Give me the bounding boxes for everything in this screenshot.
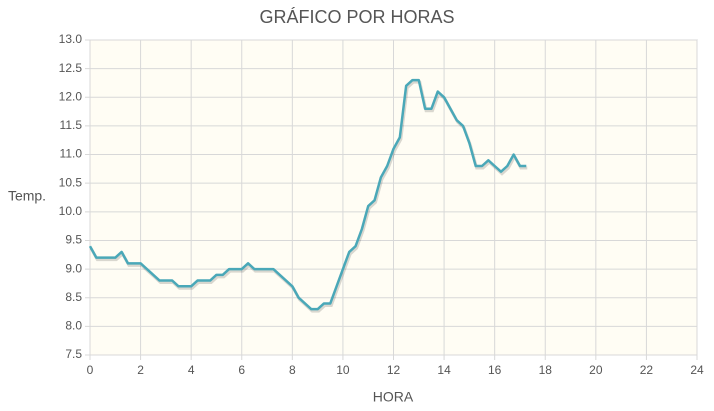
x-tick-label: 24	[690, 363, 704, 377]
y-tick-label: 13.0	[59, 32, 83, 46]
x-tick-label: 4	[188, 363, 195, 377]
y-tick-label: 8.0	[65, 319, 82, 333]
x-tick-label: 10	[336, 363, 350, 377]
y-tick-label: 11.5	[60, 118, 83, 132]
y-tick-label: 8.5	[65, 290, 82, 304]
line	[88, 78, 527, 311]
y-tick-label: 9.0	[65, 261, 82, 275]
x-tick-label: 6	[238, 363, 245, 377]
x-tick-label: 0	[87, 363, 94, 377]
y-tick-label: 7.5	[65, 347, 82, 361]
y-tick-label: 10.0	[59, 204, 83, 218]
x-axis-label: HORA	[373, 389, 414, 405]
chart-title: GRÁFICO POR HORAS	[259, 7, 454, 27]
x-tick-label: 20	[589, 363, 603, 377]
y-tick-label: 9.5	[65, 233, 82, 247]
x-tick-label: 2	[137, 363, 144, 377]
x-tick-label: 8	[289, 363, 296, 377]
y-tick-label: 12.0	[59, 89, 83, 103]
x-tick-label: 18	[539, 363, 553, 377]
y-tick-label: 12.5	[59, 61, 83, 75]
y-tick-label: 10.5	[59, 175, 83, 189]
y-axis-label: Temp.	[8, 188, 46, 204]
x-tick-label: 12	[387, 363, 401, 377]
x-tick-label: 22	[640, 363, 654, 377]
x-tick-label: 16	[488, 363, 502, 377]
x-tick-label: 14	[437, 363, 451, 377]
y-tick-label: 11.0	[60, 147, 83, 161]
